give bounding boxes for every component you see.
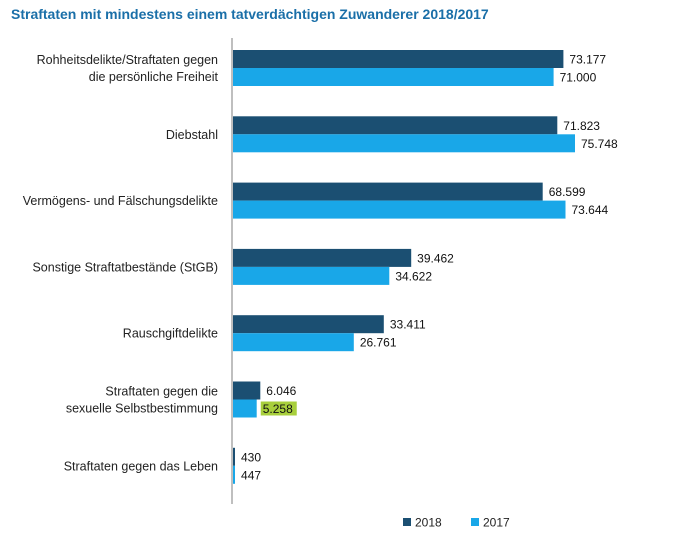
legend-swatch-2017 xyxy=(471,518,479,526)
value-label: 447 xyxy=(241,468,261,482)
value-label: 73.177 xyxy=(569,53,606,67)
value-label: 430 xyxy=(241,450,261,464)
value-label: 68.599 xyxy=(549,185,586,199)
value-label: 75.748 xyxy=(581,137,618,151)
bar-2018 xyxy=(233,248,412,267)
value-label: 71.000 xyxy=(560,71,597,85)
bar-2017 xyxy=(233,200,566,219)
legend-label: 2017 xyxy=(483,516,510,530)
category-label-line: Diebstahl xyxy=(166,128,218,142)
category-label-line: die persönliche Freiheit xyxy=(89,70,219,84)
category-label-line: Sonstige Straftatbestände (StGB) xyxy=(32,260,218,274)
value-label: 6.046 xyxy=(266,384,296,398)
bar-2018 xyxy=(233,182,543,201)
category-label: Vermögens- und Fälschungsdelikte xyxy=(23,194,218,208)
bar-2018 xyxy=(233,50,564,68)
category-label: Straftaten gegen die sexuelle Selbstbesti… xyxy=(66,385,218,416)
value-label: 73.644 xyxy=(572,203,609,217)
value-label: 5.258 xyxy=(263,402,293,416)
category-label-line: Straftaten gegen die xyxy=(105,385,218,399)
bar-2018 xyxy=(233,447,235,466)
category-label: Rohheitsdelikte/Straftaten gegen die pers… xyxy=(37,53,219,84)
bar-2017 xyxy=(233,465,235,484)
value-label: 71.823 xyxy=(563,119,600,133)
category-label: Diebstahl xyxy=(166,128,218,142)
bar-2017 xyxy=(233,68,554,86)
chart-title: Straftaten mit mindestens einem tatverdä… xyxy=(11,6,489,22)
category-label-line: Rohheitsdelikte/Straftaten gegen xyxy=(37,53,218,67)
value-label: 26.761 xyxy=(360,336,397,350)
value-label: 33.411 xyxy=(390,318,426,332)
bar-2018 xyxy=(233,381,261,400)
value-highlight xyxy=(260,401,297,416)
category-label: Sonstige Straftatbestände (StGB) xyxy=(32,260,218,274)
bar-2017 xyxy=(233,266,390,285)
value-label: 34.622 xyxy=(395,269,432,283)
legend-label: 2018 xyxy=(415,516,442,530)
bar-2017 xyxy=(233,333,354,352)
bar-2018 xyxy=(233,315,384,334)
category-label: Rauschgiftdelikte xyxy=(123,327,218,341)
category-label-line: sexuelle Selbstbestimmung xyxy=(66,402,218,416)
bar-2017 xyxy=(233,399,257,418)
value-label: 39.462 xyxy=(417,251,454,265)
category-label-line: Straftaten gegen das Leben xyxy=(64,459,218,473)
bar-2017 xyxy=(233,134,575,153)
category-label: Straftaten gegen das Leben xyxy=(64,459,218,473)
legend-swatch-2018 xyxy=(403,518,411,526)
category-label-line: Rauschgiftdelikte xyxy=(123,327,218,341)
category-label-line: Vermögens- und Fälschungsdelikte xyxy=(23,194,218,208)
bar-2018 xyxy=(233,116,558,135)
